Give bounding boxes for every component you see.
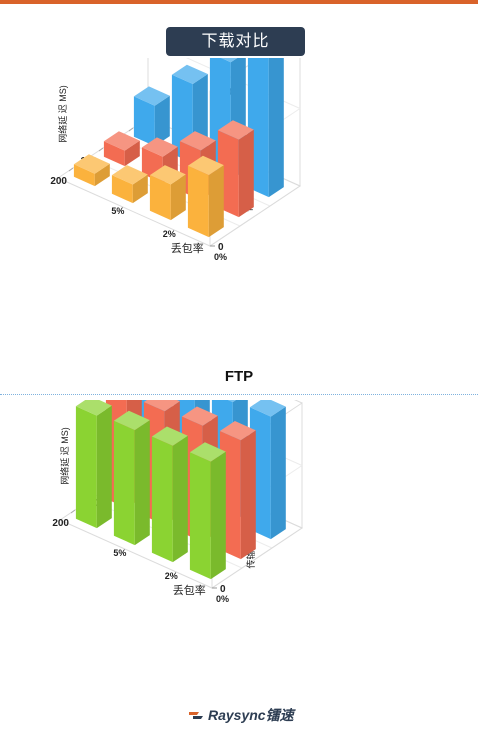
bar [75, 400, 112, 529]
bar-face-side [170, 174, 186, 221]
bar [187, 155, 224, 238]
bar-face-side [238, 129, 254, 218]
z-tick-label: 0 [220, 584, 226, 595]
bar-face-front [111, 175, 133, 204]
chart-caption-ftp: FTP [224, 368, 254, 385]
bar-face-front [149, 175, 171, 221]
chart-ftp: 05001000传输速 率 Mbps)1100200网络延 迟 MS)0%2%5… [50, 58, 302, 262]
bar-face-top [187, 155, 224, 176]
raysync-logo-icon [189, 712, 203, 719]
bar-face-side [154, 95, 170, 147]
y-tick [70, 509, 76, 514]
bar [149, 165, 186, 221]
bar-face-side [134, 420, 150, 546]
bar-face-side [124, 140, 140, 167]
bar-face-side [172, 435, 188, 563]
bar-face-top [141, 137, 178, 157]
bar-face-top [75, 400, 112, 416]
z-tick-label: 0 [218, 242, 224, 253]
bars [73, 58, 284, 238]
bars [75, 400, 286, 580]
bar [151, 426, 188, 563]
x-tick-label: 0% [216, 594, 229, 604]
y-tick-label: 200 [50, 176, 67, 187]
bar-face-top [149, 165, 186, 185]
bar-face-top [219, 421, 256, 441]
brand-name: Raysync镭速 [208, 707, 294, 723]
brand-logo: Raysync镭速 [188, 706, 294, 724]
bar-face-top [103, 131, 140, 151]
bar-face-side [132, 174, 148, 204]
y-tick-label: 200 [52, 518, 69, 529]
x-axis-label: 丢包率 [173, 583, 206, 597]
bar-face-front [133, 96, 155, 147]
section-divider [0, 394, 478, 395]
bar-face-top [221, 58, 238, 63]
y-axis-label: 网络延 迟 MS) [59, 427, 70, 485]
bar [113, 410, 150, 546]
bar-face-side [96, 405, 112, 529]
x-axis-label: 丢包率 [171, 241, 204, 255]
bar-face-top [189, 442, 226, 462]
bar-face-side [94, 163, 110, 187]
x-tick-label: 5% [113, 548, 126, 558]
x-tick-label: 0% [214, 252, 227, 262]
bar-face-top [171, 64, 208, 84]
y-tick [98, 147, 104, 152]
bar-face-top [249, 400, 286, 417]
bar-face-top [228, 400, 236, 403]
bar-face-top [73, 154, 110, 174]
bar-face-front [75, 406, 97, 529]
x-tick-label: 2% [163, 229, 176, 239]
bar-face-top [217, 120, 254, 140]
y-tick [68, 167, 74, 172]
bar-face-top [179, 131, 216, 151]
top-accent-bar [0, 0, 478, 4]
bar [103, 131, 140, 167]
bar-face-front [103, 141, 125, 167]
bar [189, 442, 226, 580]
bar-face-top [143, 400, 180, 412]
bar-face-side [240, 430, 256, 560]
x-tick-label: 5% [111, 206, 124, 216]
chart-raysync: 05001000传输速 率 Mbps)1100200网络延 迟 MS)0%2%5… [52, 400, 304, 604]
bar-face-front [113, 420, 135, 546]
y-axis-label: 网络延 迟 MS) [57, 85, 68, 143]
bar-face-side [210, 451, 226, 580]
bar-face-front [151, 436, 173, 563]
bar-face-front [189, 452, 211, 580]
bar [133, 86, 170, 147]
bar-face-side [270, 406, 286, 540]
bar-face-top [111, 165, 148, 185]
page-title: 下载对比 [166, 27, 305, 56]
y-tick [128, 127, 134, 132]
bar [73, 154, 110, 187]
bar-face-top [113, 410, 150, 431]
bar [111, 165, 148, 204]
x-tick-label: 2% [165, 571, 178, 581]
bar-face-front [73, 164, 95, 187]
bar-face-top [181, 406, 218, 426]
bar-face-side [268, 58, 284, 198]
bar-face-top [151, 426, 188, 446]
bar-face-front [187, 165, 209, 238]
bar-face-side [208, 165, 224, 238]
bar-face-top [133, 86, 170, 106]
